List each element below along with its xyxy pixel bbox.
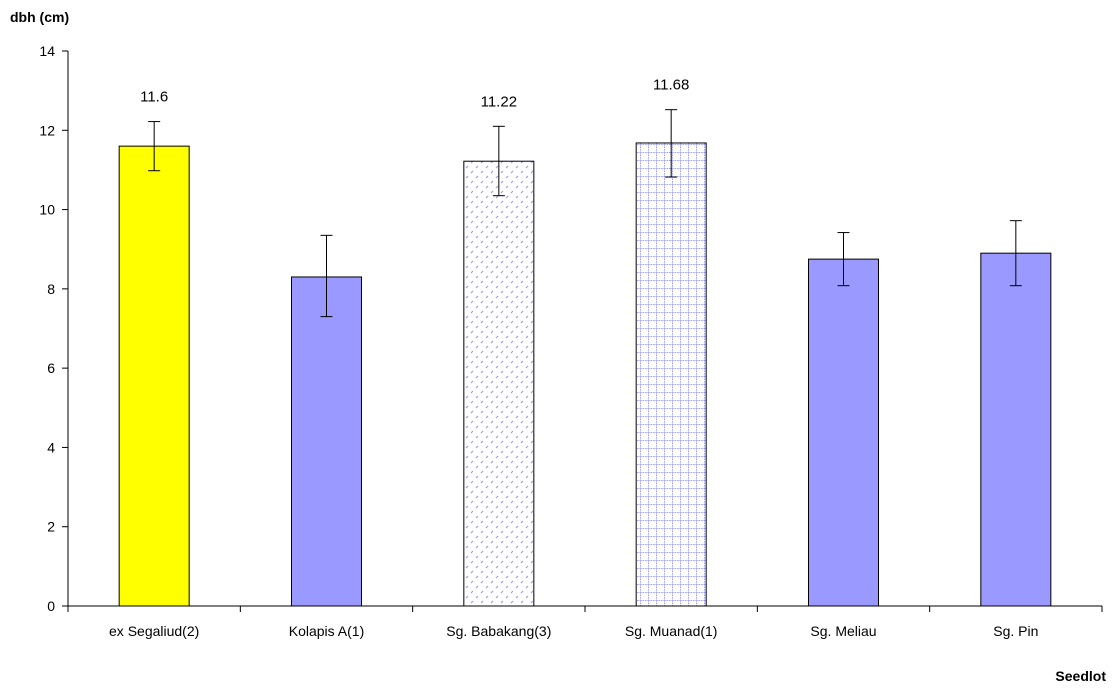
y-tick-label: 2	[47, 519, 55, 535]
bar	[118, 145, 190, 607]
x-category-label: Sg. Pin	[993, 623, 1038, 639]
data-label: 11.68	[653, 77, 689, 94]
y-axis-title: dbh (cm)	[10, 9, 69, 25]
y-tick-label: 4	[47, 439, 55, 455]
data-label: 11.6	[140, 89, 168, 106]
bar	[291, 276, 362, 607]
bar	[808, 258, 879, 607]
bar	[980, 252, 1052, 607]
bar	[635, 142, 707, 607]
x-category-label: Sg. Meliau	[810, 623, 876, 639]
y-tick-label: 14	[39, 43, 55, 59]
x-category-label: Kolapis A(1)	[289, 623, 364, 639]
x-category-label: Sg. Muanad(1)	[625, 623, 718, 639]
y-tick-label: 10	[39, 202, 55, 218]
y-tick-label: 6	[47, 360, 55, 376]
plot-area: 0 2 4 6 8 10 12 14 11.6 ex Segaliud(2) Kolapis A(1…	[39, 43, 1103, 639]
x-category-label: ex Segaliud(2)	[109, 623, 199, 639]
x-category-label: Sg. Babakang(3)	[446, 623, 551, 639]
y-tick-label: 8	[47, 281, 55, 297]
y-tick-label: 0	[47, 598, 55, 614]
y-tick-label: 12	[39, 122, 55, 138]
data-label: 11.22	[481, 93, 517, 110]
bar	[463, 160, 535, 607]
x-axis-title: Seedlot	[1055, 668, 1106, 684]
